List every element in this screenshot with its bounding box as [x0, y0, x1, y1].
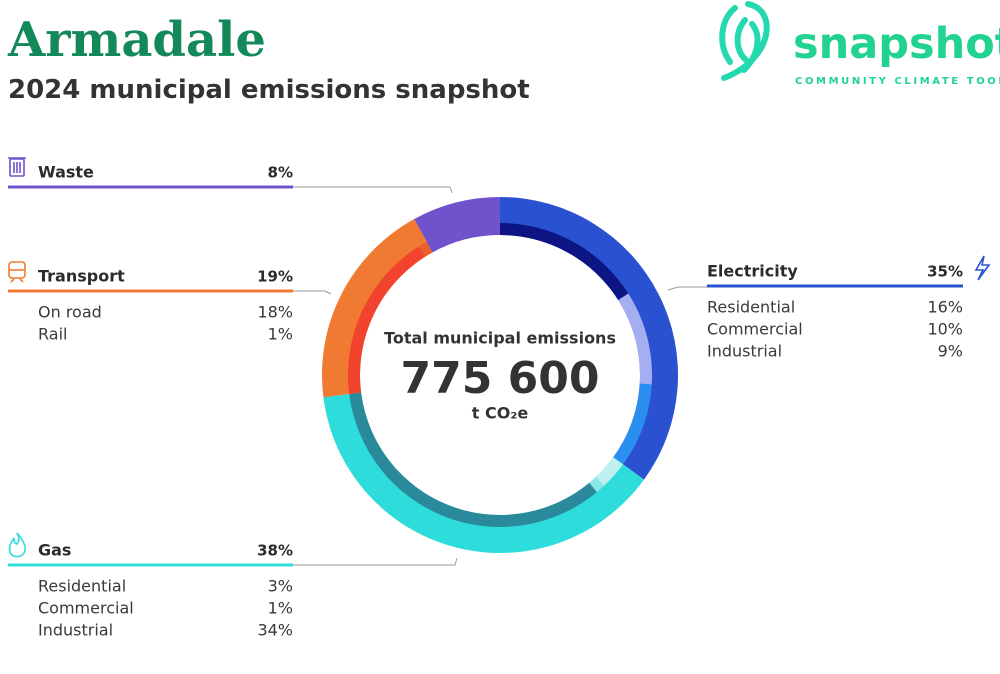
subsector-arc — [349, 392, 597, 527]
sector-percent: 38% — [257, 542, 293, 560]
leader-line — [293, 186, 453, 194]
logo-icon — [719, 1, 770, 81]
title: Armadale — [7, 12, 266, 68]
subsector-percent: 18% — [257, 303, 293, 322]
leader-line — [293, 557, 458, 566]
sector-name: Electricity — [707, 262, 798, 281]
leader-line — [293, 290, 332, 295]
subsector-percent: 3% — [268, 577, 293, 596]
subtitle: 2024 municipal emissions snapshot — [8, 75, 530, 105]
subsector-arc — [500, 223, 629, 300]
subsector-percent: 9% — [938, 342, 963, 361]
subsector-arc — [418, 241, 433, 257]
leader-line — [667, 286, 707, 291]
logo-name: snapshot — [793, 19, 1000, 69]
sector-arc — [414, 197, 500, 253]
center-title: Total municipal emissions — [384, 329, 616, 348]
sector-percent: 19% — [257, 268, 293, 286]
subsector-name: Commercial — [707, 320, 803, 339]
sector-arc — [500, 197, 678, 480]
subsector-name: Residential — [38, 577, 126, 596]
subsector-name: Residential — [707, 298, 795, 317]
sector-percent: 35% — [927, 263, 963, 281]
subsector-percent: 16% — [927, 298, 963, 317]
subsector-arc — [595, 457, 623, 486]
subsector-arc — [613, 383, 652, 465]
subsector-name: Rail — [38, 325, 67, 344]
subsector-arc — [618, 293, 652, 385]
subsector-arc — [589, 477, 605, 493]
logo-tagline: COMMUNITY CLIMATE TOOL — [795, 76, 1000, 87]
subsector-percent: 34% — [257, 621, 293, 640]
sector-name: Gas — [38, 541, 71, 560]
subsector-percent: 1% — [268, 599, 293, 618]
subsector-name: Commercial — [38, 599, 134, 618]
sector-name: Transport — [38, 267, 125, 286]
subsector-name: On road — [38, 303, 102, 322]
subsector-percent: 1% — [268, 325, 293, 344]
subsector-arc — [348, 246, 425, 395]
subsector-percent: 10% — [927, 320, 963, 339]
center-total: 775 600 — [400, 353, 599, 404]
sector-name: Waste — [38, 163, 94, 182]
subsector-name: Industrial — [707, 342, 782, 361]
icons — [8, 157, 991, 558]
subsector-name: Industrial — [38, 621, 113, 640]
center-unit: t CO₂e — [472, 404, 529, 423]
sector-percent: 8% — [268, 164, 293, 182]
